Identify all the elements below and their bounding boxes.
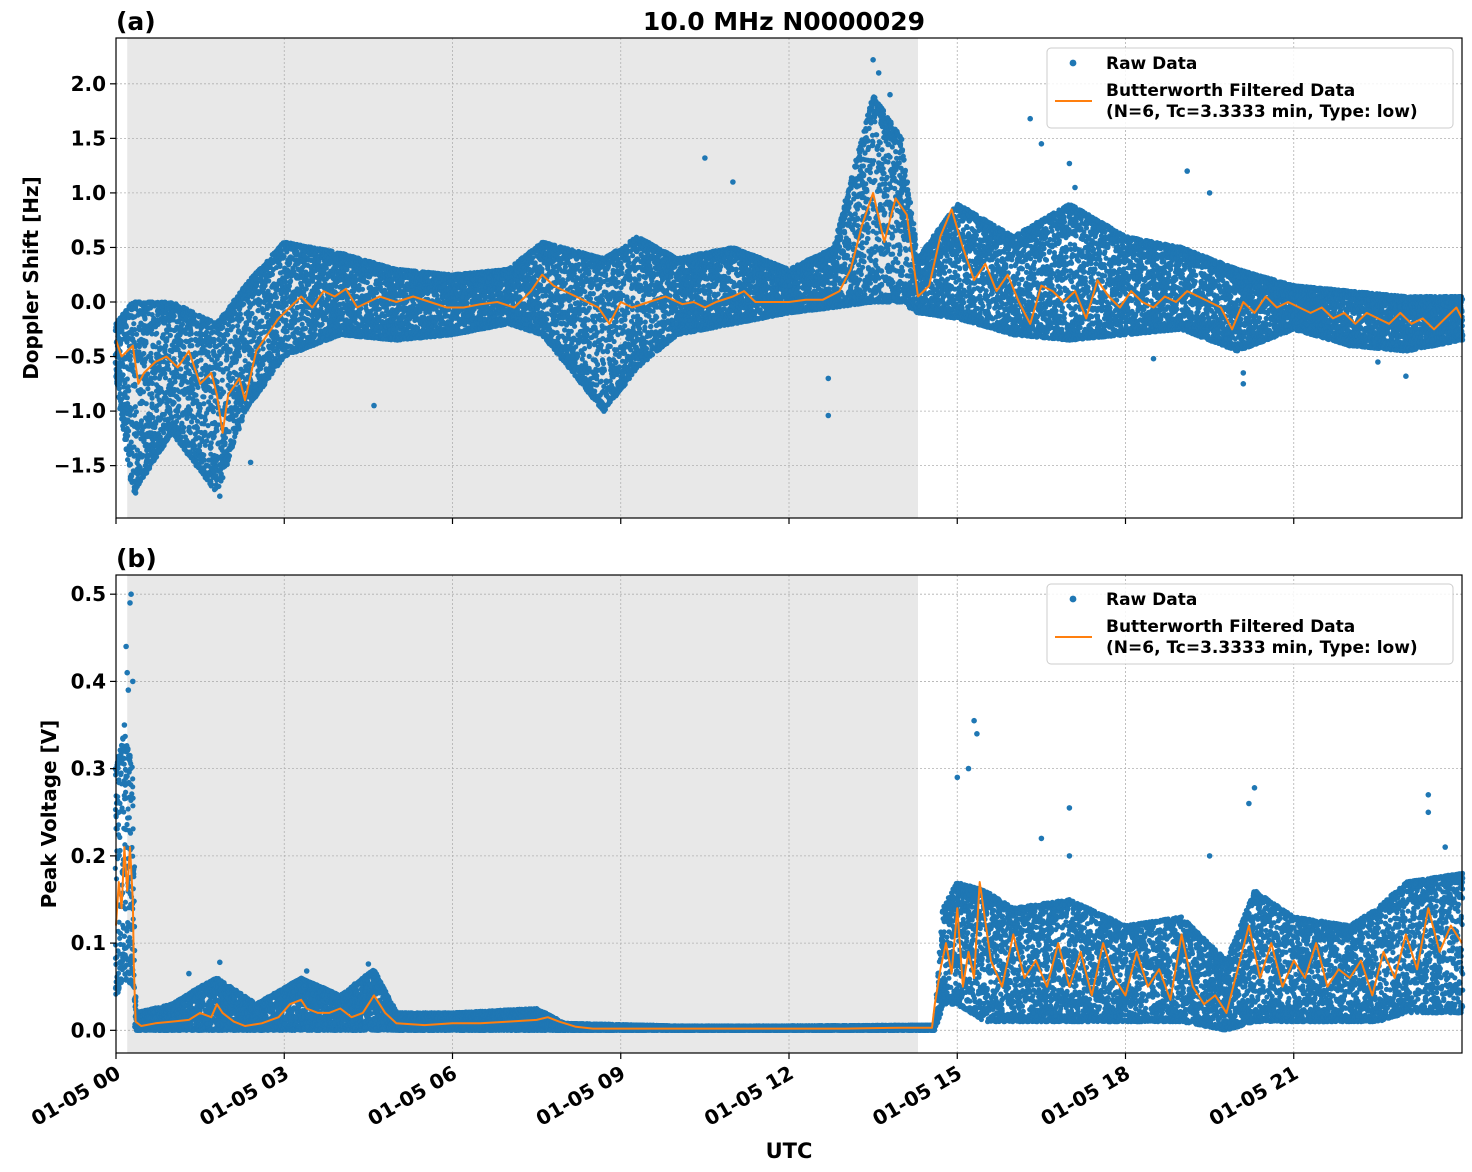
- raw-point: [134, 332, 139, 337]
- raw-point: [180, 428, 185, 433]
- raw-point: [146, 465, 151, 470]
- raw-point: [154, 331, 159, 336]
- raw-point: [144, 401, 149, 406]
- raw-point: [156, 340, 161, 345]
- raw-point: [176, 404, 181, 409]
- raw-point: [171, 356, 176, 361]
- raw-point: [141, 351, 146, 356]
- raw-point: [132, 327, 137, 332]
- raw-point: [168, 333, 173, 338]
- raw-point: [149, 391, 154, 396]
- raw-point: [161, 430, 166, 435]
- raw-point: [172, 314, 177, 319]
- raw-point: [148, 351, 153, 356]
- raw-point: [176, 397, 181, 402]
- raw-point: [167, 406, 172, 411]
- raw-point: [126, 384, 131, 389]
- raw-point: [179, 339, 184, 344]
- raw-point: [179, 382, 184, 387]
- raw-point: [125, 433, 130, 438]
- raw-point: [143, 341, 148, 346]
- raw-point: [172, 400, 177, 405]
- raw-point: [154, 454, 159, 459]
- raw-point: [121, 372, 126, 377]
- raw-point: [128, 357, 133, 362]
- panel-a-doppler: −1.5−1.0−0.50.00.51.01.52.0 (a) 10.0 MHz…: [19, 7, 1465, 524]
- raw-point: [132, 384, 137, 389]
- raw-point: [181, 344, 186, 349]
- raw-point: [175, 409, 180, 414]
- raw-point: [139, 418, 144, 423]
- raw-point: [145, 386, 150, 391]
- raw-point: [129, 440, 134, 445]
- raw-point: [163, 344, 168, 349]
- raw-point: [125, 395, 130, 400]
- raw-point: [151, 415, 156, 420]
- raw-point: [123, 323, 128, 328]
- raw-point: [131, 321, 136, 326]
- raw-point: [125, 376, 130, 381]
- raw-point: [163, 375, 168, 380]
- raw-point: [126, 428, 131, 433]
- raw-point: [133, 404, 138, 409]
- raw-point: [169, 414, 174, 419]
- raw-point: [141, 389, 146, 394]
- raw-point: [128, 462, 133, 467]
- raw-point: [134, 409, 139, 414]
